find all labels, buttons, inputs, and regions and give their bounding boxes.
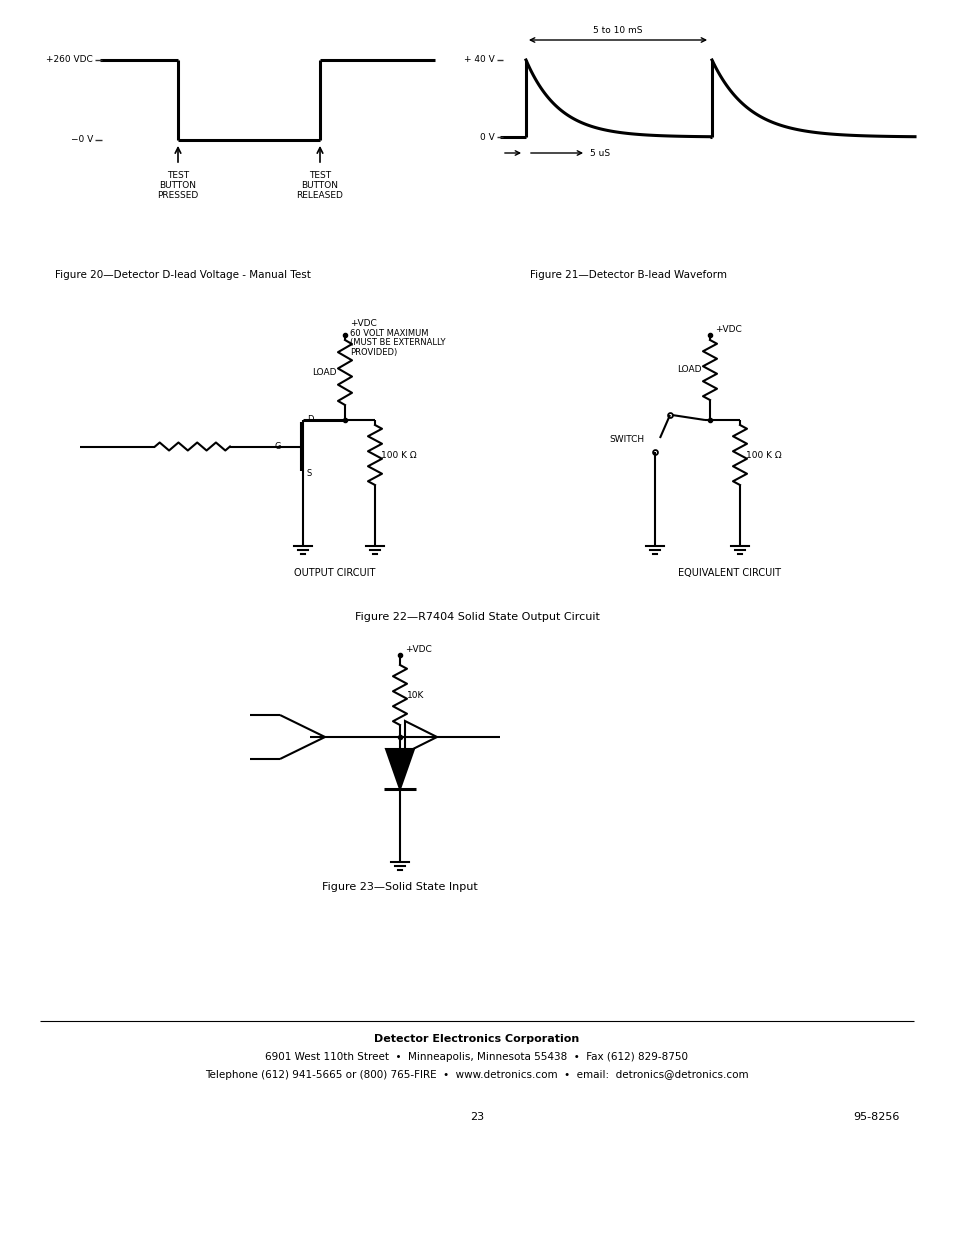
Text: +VDC: +VDC [350, 319, 376, 327]
Text: S: S [307, 468, 312, 478]
Text: Figure 21—Detector B-lead Waveform: Figure 21—Detector B-lead Waveform [530, 270, 726, 280]
Text: Telephone (612) 941-5665 or (800) 765-FIRE  •  www.detronics.com  •  email:  det: Telephone (612) 941-5665 or (800) 765-FI… [205, 1070, 748, 1079]
Text: BUTTON: BUTTON [159, 182, 196, 190]
Text: PRESSED: PRESSED [157, 191, 198, 200]
Text: BUTTON: BUTTON [301, 182, 338, 190]
Text: +VDC: +VDC [714, 326, 741, 335]
Polygon shape [405, 721, 436, 753]
Text: 5 to 10 mS: 5 to 10 mS [593, 26, 642, 35]
Text: 6901 West 110th Street  •  Minneapolis, Minnesota 55438  •  Fax (612) 829-8750: 6901 West 110th Street • Minneapolis, Mi… [265, 1052, 688, 1062]
Text: RELEASED: RELEASED [296, 191, 343, 200]
Text: PROVIDED): PROVIDED) [350, 348, 396, 357]
Text: +VDC: +VDC [405, 646, 432, 655]
Text: LOAD: LOAD [677, 366, 701, 374]
Polygon shape [386, 748, 414, 789]
Text: Figure 22—R7404 Solid State Output Circuit: Figure 22—R7404 Solid State Output Circu… [355, 613, 598, 622]
Text: TEST: TEST [309, 170, 331, 180]
Text: SWITCH: SWITCH [609, 436, 644, 445]
Text: 100 K Ω: 100 K Ω [745, 451, 781, 459]
Text: Detector Electronics Corporation: Detector Electronics Corporation [374, 1034, 579, 1044]
Text: Figure 23—Solid State Input: Figure 23—Solid State Input [322, 882, 477, 892]
Text: TEST: TEST [167, 170, 189, 180]
Text: EQUIVALENT CIRCUIT: EQUIVALENT CIRCUIT [678, 568, 781, 578]
Text: +260 VDC: +260 VDC [46, 56, 92, 64]
Text: D: D [307, 415, 314, 425]
Text: 5 uS: 5 uS [589, 148, 610, 158]
Text: 0 V: 0 V [479, 132, 495, 142]
Text: OUTPUT CIRCUIT: OUTPUT CIRCUIT [294, 568, 375, 578]
Text: 10K: 10K [407, 690, 424, 699]
Text: 23: 23 [470, 1112, 483, 1123]
Text: G: G [274, 442, 281, 451]
Text: 95-8256: 95-8256 [853, 1112, 899, 1123]
Text: 60 VOLT MAXIMUM: 60 VOLT MAXIMUM [350, 329, 428, 337]
Text: LOAD: LOAD [313, 368, 336, 377]
Text: −0 V: −0 V [71, 136, 92, 144]
Text: Figure 20—Detector D-lead Voltage - Manual Test: Figure 20—Detector D-lead Voltage - Manu… [55, 270, 311, 280]
Text: (MUST BE EXTERNALLY: (MUST BE EXTERNALLY [350, 338, 445, 347]
Text: 100 K Ω: 100 K Ω [380, 451, 416, 459]
Text: + 40 V: + 40 V [464, 56, 495, 64]
